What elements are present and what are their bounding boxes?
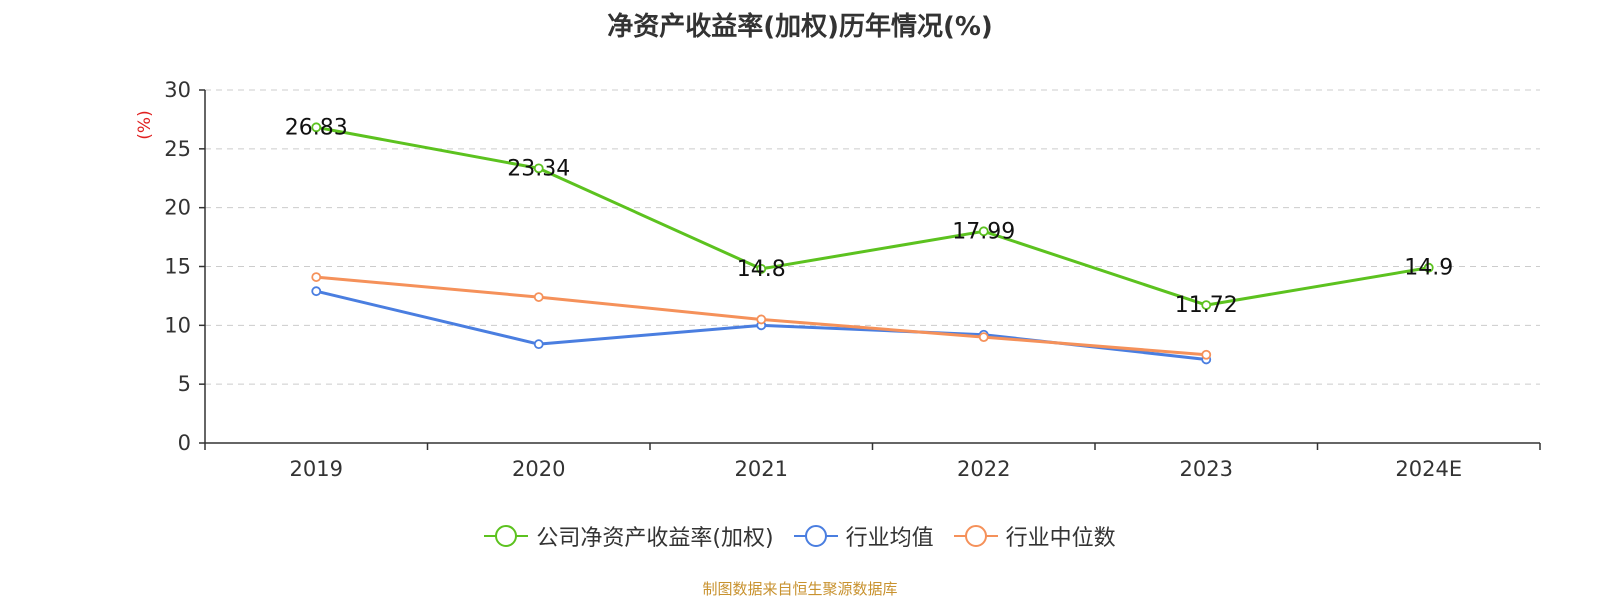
y-tick-label: 0	[178, 431, 191, 455]
data-point	[978, 226, 989, 237]
legend: 公司净资产收益率(加权) 行业均值 行业中位数	[0, 520, 1600, 552]
y-tick-label: 25	[164, 137, 191, 161]
data-point	[311, 286, 322, 297]
x-tick-label: 2024E	[1395, 457, 1462, 481]
data-point	[1423, 262, 1434, 273]
data-label: 14.8	[737, 257, 786, 282]
y-tick-label: 15	[164, 255, 191, 279]
legend-line-circle-icon	[953, 525, 998, 547]
series-line	[315, 125, 1429, 307]
source-note: 制图数据来自恒生聚源数据库	[702, 580, 898, 598]
data-point	[978, 332, 989, 343]
x-tick-label: 2019	[290, 457, 343, 481]
data-label: 11.72	[1175, 293, 1238, 318]
y-unit-label: (%)	[135, 110, 155, 139]
data-point	[756, 314, 767, 325]
data-point	[756, 263, 767, 274]
data-label: 14.9	[1404, 256, 1453, 281]
series-lines	[311, 122, 1434, 365]
legend-line-circle-icon	[793, 525, 838, 547]
x-tick-label: 2021	[735, 457, 788, 481]
legend-item[interactable]: 行业均值	[793, 520, 934, 552]
data-point	[1201, 349, 1212, 360]
data-point	[533, 163, 544, 174]
chart-title: 净资产收益率(加权)历年情况(%)	[607, 12, 993, 42]
data-label: 23.34	[507, 156, 570, 181]
data-label: 26.83	[285, 115, 348, 140]
legend-item[interactable]: 公司净资产收益率(加权)	[484, 520, 774, 552]
data-point	[311, 122, 322, 133]
y-tick-label: 10	[164, 313, 191, 337]
y-tick-label: 20	[164, 196, 191, 220]
legend-item[interactable]: 行业中位数	[953, 520, 1116, 552]
data-point	[1201, 300, 1212, 310]
x-tick-label: 2022	[957, 457, 1010, 481]
data-point	[533, 292, 544, 302]
data-labels: 26.83 23.34 14.8 17.99 11.72 14.9	[285, 115, 1453, 318]
data-label: 17.99	[952, 219, 1015, 244]
legend-line-circle-icon	[484, 525, 529, 547]
y-tick-label: 30	[164, 78, 191, 102]
y-tick-label: 5	[178, 372, 191, 396]
legend-label: 公司净资产收益率(加权)	[536, 526, 774, 551]
axes: 0 5 10 15 20 25 30 (%) 2019 2020 2021 2022 2023 2024E	[135, 78, 1541, 481]
legend-label: 行业中位数	[1005, 526, 1116, 551]
x-tick-label: 2020	[512, 457, 565, 481]
data-point	[311, 272, 322, 282]
legend-label: 行业均值	[845, 526, 934, 551]
gridlines	[205, 89, 1540, 385]
x-tick-label: 2023	[1180, 457, 1233, 481]
data-point	[533, 339, 544, 350]
